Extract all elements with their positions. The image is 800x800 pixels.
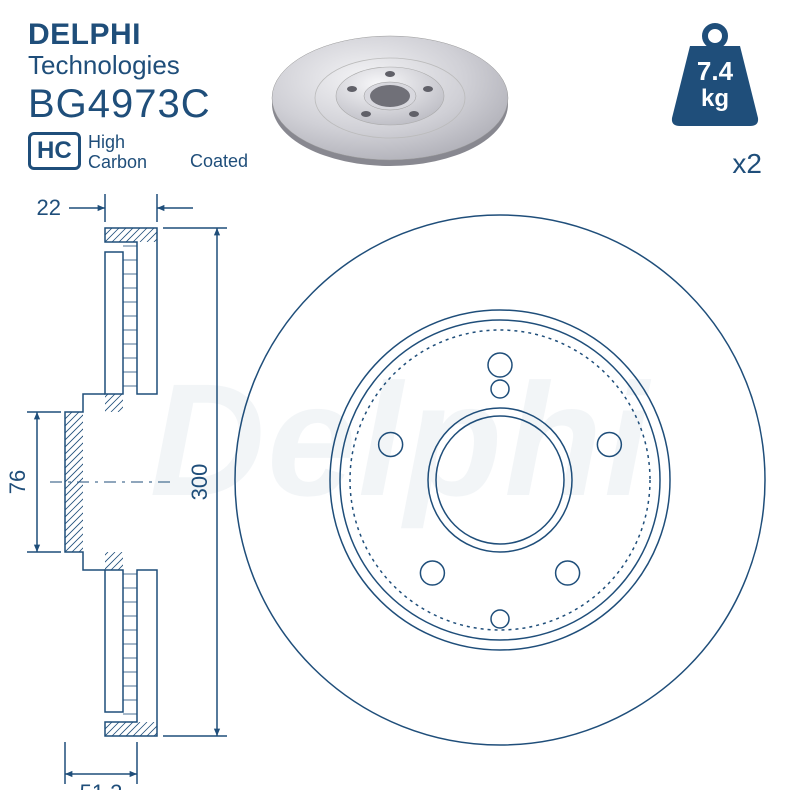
hc-text: High Carbon (88, 132, 147, 172)
brand-name: DELPHI (28, 18, 141, 52)
brand-subtitle: Technologies (28, 50, 180, 81)
svg-text:22: 22 (37, 195, 61, 220)
weight-unit: kg (701, 85, 729, 112)
part-number: BG4973C (28, 82, 211, 127)
hc-badge: HC (28, 132, 81, 170)
hc-line2: Carbon (88, 152, 147, 172)
product-render (260, 18, 520, 178)
quantity-label: x2 (732, 148, 762, 180)
coated-label: Coated (190, 151, 248, 172)
technical-drawing: 22 300 76 51.2 (0, 190, 800, 790)
weight-icon: 7.4 kg (660, 18, 770, 128)
svg-text:76: 76 (5, 470, 30, 494)
svg-text:51.2: 51.2 (80, 780, 123, 790)
svg-text:300: 300 (187, 464, 212, 501)
weight-value: 7.4 (697, 56, 734, 86)
hc-line1: High (88, 132, 147, 152)
